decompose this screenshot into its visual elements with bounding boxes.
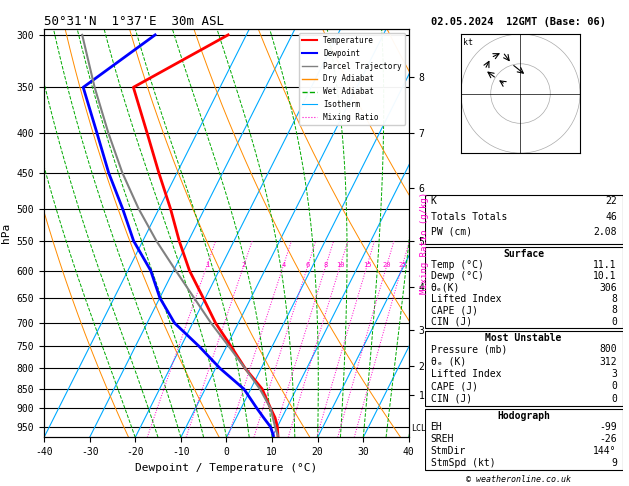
X-axis label: Dewpoint / Temperature (°C): Dewpoint / Temperature (°C) bbox=[135, 463, 318, 473]
Text: -99: -99 bbox=[599, 422, 617, 432]
Text: 10: 10 bbox=[336, 262, 345, 268]
Bar bbox=[425, 247, 623, 328]
Bar bbox=[425, 194, 623, 244]
Text: 144°: 144° bbox=[593, 446, 617, 456]
Text: 8: 8 bbox=[611, 294, 617, 304]
Text: Surface: Surface bbox=[503, 249, 544, 259]
Text: Dewp (°C): Dewp (°C) bbox=[430, 271, 484, 281]
Text: 46: 46 bbox=[605, 211, 617, 222]
Text: 8: 8 bbox=[611, 305, 617, 315]
Text: 9: 9 bbox=[611, 458, 617, 468]
Text: 2: 2 bbox=[242, 262, 246, 268]
Text: 306: 306 bbox=[599, 283, 617, 293]
Text: © weatheronline.co.uk: © weatheronline.co.uk bbox=[467, 474, 571, 484]
Text: K: K bbox=[430, 196, 437, 206]
Text: Lifted Index: Lifted Index bbox=[430, 294, 501, 304]
Legend: Temperature, Dewpoint, Parcel Trajectory, Dry Adiabat, Wet Adiabat, Isotherm, Mi: Temperature, Dewpoint, Parcel Trajectory… bbox=[299, 33, 405, 125]
Text: 8: 8 bbox=[324, 262, 328, 268]
Y-axis label: km
ASL: km ASL bbox=[427, 225, 449, 242]
Text: 3: 3 bbox=[611, 369, 617, 379]
Text: 0: 0 bbox=[611, 317, 617, 327]
Text: StmDir: StmDir bbox=[430, 446, 465, 456]
Bar bbox=[425, 331, 623, 406]
Text: Temp (°C): Temp (°C) bbox=[430, 260, 484, 270]
Text: Hodograph: Hodograph bbox=[497, 411, 550, 421]
Text: 2.08: 2.08 bbox=[593, 227, 617, 237]
Text: kt: kt bbox=[464, 37, 474, 47]
Text: StmSpd (kt): StmSpd (kt) bbox=[430, 458, 495, 468]
Text: θₑ (K): θₑ (K) bbox=[430, 357, 465, 366]
Text: 15: 15 bbox=[363, 262, 372, 268]
Text: CAPE (J): CAPE (J) bbox=[430, 305, 477, 315]
Text: 11.1: 11.1 bbox=[593, 260, 617, 270]
Y-axis label: hPa: hPa bbox=[1, 223, 11, 243]
Text: Lifted Index: Lifted Index bbox=[430, 369, 501, 379]
Text: CAPE (J): CAPE (J) bbox=[430, 382, 477, 391]
Text: SREH: SREH bbox=[430, 434, 454, 444]
Text: 0: 0 bbox=[611, 394, 617, 404]
Text: θₑ(K): θₑ(K) bbox=[430, 283, 460, 293]
Text: 800: 800 bbox=[599, 344, 617, 354]
Text: Mixing Ratio (g/kg): Mixing Ratio (g/kg) bbox=[420, 192, 429, 294]
Text: EH: EH bbox=[430, 422, 442, 432]
Text: 1: 1 bbox=[205, 262, 209, 268]
Text: Pressure (mb): Pressure (mb) bbox=[430, 344, 507, 354]
Text: 6: 6 bbox=[306, 262, 310, 268]
Text: PW (cm): PW (cm) bbox=[430, 227, 472, 237]
Text: 4: 4 bbox=[282, 262, 286, 268]
Text: Most Unstable: Most Unstable bbox=[486, 333, 562, 343]
Text: -26: -26 bbox=[599, 434, 617, 444]
Text: 50°31'N  1°37'E  30m ASL: 50°31'N 1°37'E 30m ASL bbox=[44, 15, 224, 28]
Text: 25: 25 bbox=[398, 262, 407, 268]
Text: 20: 20 bbox=[382, 262, 391, 268]
Text: CIN (J): CIN (J) bbox=[430, 394, 472, 404]
Text: LCL: LCL bbox=[411, 423, 426, 433]
Text: 10.1: 10.1 bbox=[593, 271, 617, 281]
Text: 22: 22 bbox=[605, 196, 617, 206]
Bar bbox=[425, 409, 623, 470]
Text: CIN (J): CIN (J) bbox=[430, 317, 472, 327]
Text: 0: 0 bbox=[611, 382, 617, 391]
Text: 02.05.2024  12GMT (Base: 06): 02.05.2024 12GMT (Base: 06) bbox=[431, 17, 606, 27]
Text: Totals Totals: Totals Totals bbox=[430, 211, 507, 222]
Text: 312: 312 bbox=[599, 357, 617, 366]
